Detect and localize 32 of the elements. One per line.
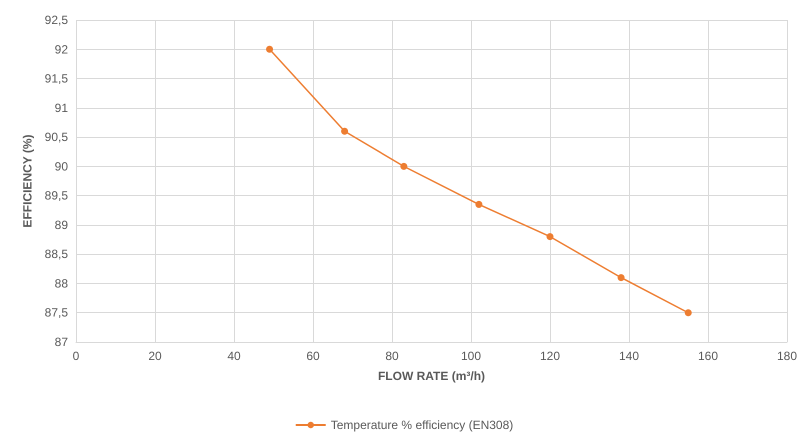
y-tick-label: 88 — [54, 276, 68, 290]
y-tick-label: 91 — [54, 100, 68, 115]
point — [266, 46, 274, 53]
x-tick-label: 160 — [698, 349, 718, 363]
y-tick-label: 92,5 — [44, 13, 68, 27]
x-tick-label: 60 — [306, 349, 320, 363]
x-axis-title: FLOW RATE (m³/h) — [378, 369, 486, 383]
x-tick-label: 20 — [148, 349, 162, 363]
y-tick-label: 89 — [54, 218, 68, 232]
y-tick-label: 90,5 — [44, 130, 68, 144]
y-tick-label: 87 — [54, 335, 68, 349]
y-tick-label: 87,5 — [44, 306, 68, 320]
point — [618, 274, 625, 282]
x-tick-label: 120 — [540, 349, 560, 363]
legend-label: Temperature % efficiency (EN308) — [330, 418, 514, 432]
y-tick-label: 88,5 — [44, 247, 68, 262]
y-tick-label: 89,5 — [44, 188, 68, 203]
point — [684, 309, 692, 316]
x-tick-label: 140 — [618, 349, 640, 363]
x-tick-label: 0 — [72, 349, 80, 363]
point — [400, 162, 408, 170]
x-tick-label: 100 — [460, 349, 482, 363]
point — [341, 128, 348, 135]
x-tick-label: 80 — [385, 349, 399, 363]
point — [475, 200, 482, 208]
y-tick-label: 91,5 — [44, 72, 68, 86]
y-tick-label: 92 — [54, 42, 68, 56]
point — [546, 233, 554, 240]
y-axis-title: EFFICIENCY (%) — [20, 134, 35, 228]
y-tick-label: 90 — [54, 159, 68, 174]
x-tick-label: 40 — [227, 349, 241, 363]
x-tick-label: 180 — [776, 349, 798, 363]
